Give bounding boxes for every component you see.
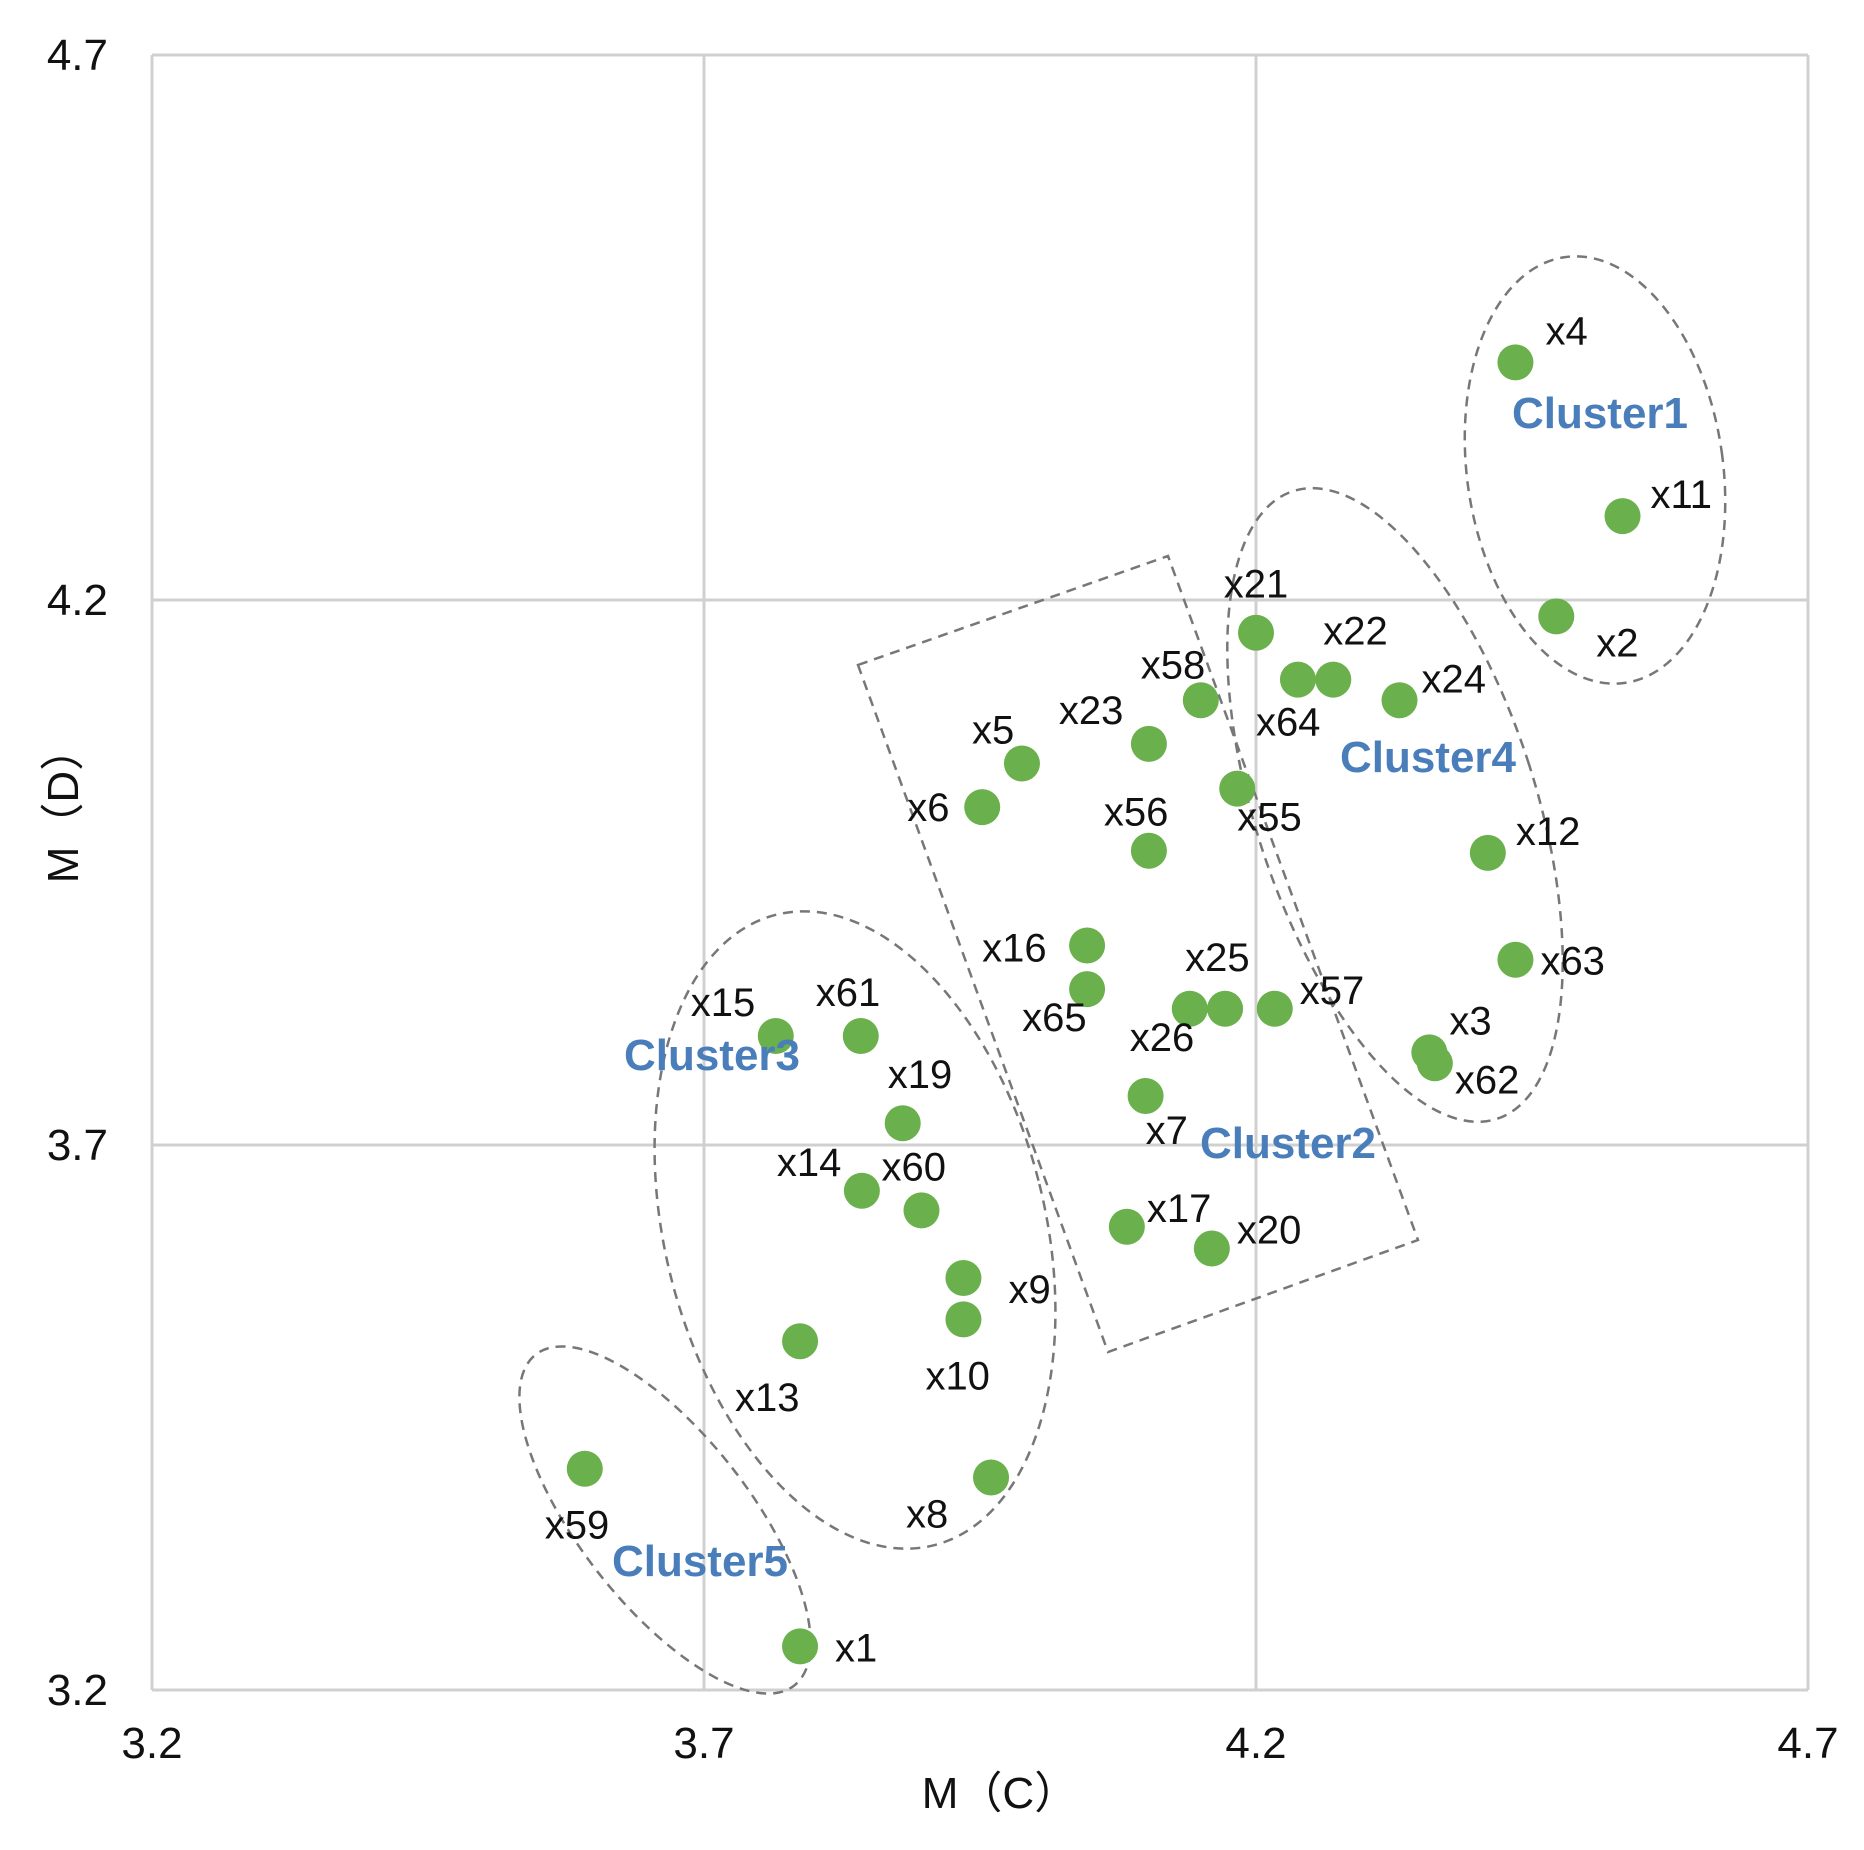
point-label-x8: x8	[906, 1492, 948, 1536]
data-point-x14	[843, 1172, 880, 1209]
data-point-x26	[1171, 990, 1208, 1027]
point-label-x3: x3	[1449, 999, 1491, 1043]
point-label-x55: x55	[1237, 796, 1302, 840]
data-point-x23	[1130, 725, 1167, 762]
point-label-x1: x1	[835, 1626, 877, 1670]
data-point-x12	[1469, 834, 1506, 871]
point-label-x15: x15	[691, 981, 756, 1025]
cluster2-label: Cluster2	[1200, 1119, 1376, 1168]
data-point-x22	[1315, 661, 1352, 698]
data-point-x24	[1381, 682, 1418, 719]
point-label-x12: x12	[1516, 810, 1581, 854]
data-point-x25	[1207, 990, 1244, 1027]
cluster1-label: Cluster1	[1512, 389, 1688, 438]
data-point-x19	[884, 1105, 921, 1142]
point-label-x5: x5	[972, 709, 1014, 753]
data-point-x61	[842, 1018, 879, 1054]
data-point-x2	[1538, 598, 1575, 635]
y-tick-label: 3.7	[47, 1121, 108, 1170]
cluster5-outline	[518, 1345, 812, 1695]
data-point-x4	[1497, 344, 1534, 381]
point-label-x26: x26	[1130, 1016, 1195, 1060]
data-point-x6	[964, 789, 1001, 826]
point-label-x7: x7	[1146, 1109, 1188, 1153]
data-point-x57	[1256, 990, 1293, 1027]
data-point-x15	[757, 1018, 794, 1054]
point-label-x2: x2	[1596, 621, 1638, 665]
data-point-x55	[1219, 770, 1256, 807]
cluster5-label: Cluster5	[612, 1537, 788, 1586]
data-point-x8	[973, 1459, 1010, 1496]
point-label-x24: x24	[1422, 657, 1487, 701]
point-labels: x4 x11 x2 x21 x22 x64 x24 x58 x23 x5 x55 x6 x56 x12 x1…	[545, 309, 1712, 1670]
y-tick-label: 3.2	[47, 1666, 108, 1715]
x-tick-label: 4.7	[1777, 1719, 1838, 1768]
cluster2-outline	[856, 554, 1420, 1354]
data-points	[566, 344, 1641, 1665]
data-point-x20	[1193, 1230, 1230, 1267]
cluster-labels: Cluster1 Cluster2 Cluster3 Cluster4 Cluster5	[612, 389, 1688, 1586]
point-label-x20: x20	[1237, 1209, 1302, 1253]
x-tick-label: 3.7	[673, 1719, 734, 1768]
point-label-x10: x10	[925, 1354, 990, 1398]
point-label-x14: x14	[777, 1141, 842, 1185]
data-point-x13	[782, 1323, 819, 1360]
point-label-x21: x21	[1224, 563, 1289, 607]
point-label-x62: x62	[1455, 1058, 1520, 1102]
data-point-x59	[566, 1450, 603, 1487]
data-point-x5	[1003, 745, 1040, 782]
tick-labels: 3.2 3.7 4.2 4.7 3.2 3.7 4.2 4.7	[47, 31, 1839, 1768]
point-label-x23: x23	[1059, 689, 1124, 733]
point-label-x59: x59	[545, 1504, 610, 1548]
y-tick-label: 4.2	[47, 576, 108, 625]
cluster3-outline	[653, 910, 1057, 1550]
grid-layer	[150, 53, 1810, 1692]
data-point-x58	[1182, 682, 1219, 719]
x-tick-label: 3.2	[121, 1719, 182, 1768]
point-label-x25: x25	[1185, 936, 1250, 980]
point-label-x11: x11	[1651, 473, 1713, 517]
data-point-x17	[1108, 1208, 1145, 1245]
point-label-x64: x64	[1256, 701, 1321, 745]
point-label-x57: x57	[1300, 969, 1365, 1013]
data-point-x64	[1279, 661, 1316, 698]
data-point-x16	[1069, 927, 1106, 964]
cluster-outlines	[518, 255, 1727, 1695]
data-point-x21	[1238, 614, 1274, 651]
point-label-x17: x17	[1147, 1187, 1212, 1231]
data-point-x60	[903, 1192, 940, 1229]
point-label-x13: x13	[735, 1376, 800, 1420]
point-label-x19: x19	[888, 1053, 953, 1097]
data-point-x9	[945, 1259, 982, 1296]
point-label-x16: x16	[982, 927, 1047, 971]
data-point-x10	[945, 1301, 982, 1338]
cluster4-outline	[1226, 486, 1564, 1124]
x-axis-title: M（C）	[922, 1769, 1078, 1818]
point-label-x65: x65	[1022, 996, 1087, 1040]
data-point-x56	[1130, 832, 1167, 869]
data-point-x65	[1069, 971, 1106, 1008]
data-point-x1	[782, 1628, 819, 1665]
point-label-x60: x60	[881, 1145, 946, 1189]
point-label-x61: x61	[816, 971, 881, 1015]
point-label-x58: x58	[1141, 643, 1206, 687]
data-point-x62	[1416, 1045, 1453, 1082]
point-label-x56: x56	[1104, 791, 1169, 835]
point-label-x22: x22	[1323, 610, 1388, 654]
point-label-x4: x4	[1545, 309, 1587, 353]
x-tick-label: 4.2	[1225, 1719, 1286, 1768]
cluster3-label: Cluster3	[624, 1031, 800, 1080]
cluster4-label: Cluster4	[1340, 733, 1517, 782]
y-tick-label: 4.7	[47, 31, 108, 80]
cluster1-outline	[1463, 255, 1727, 685]
data-point-x11	[1604, 498, 1641, 535]
point-label-x9: x9	[1008, 1268, 1050, 1312]
y-axis-title: M（D）	[39, 727, 88, 883]
point-label-x6: x6	[907, 786, 949, 830]
data-point-x7	[1127, 1077, 1164, 1114]
point-label-x63: x63	[1540, 940, 1605, 984]
data-point-x63	[1497, 941, 1534, 978]
